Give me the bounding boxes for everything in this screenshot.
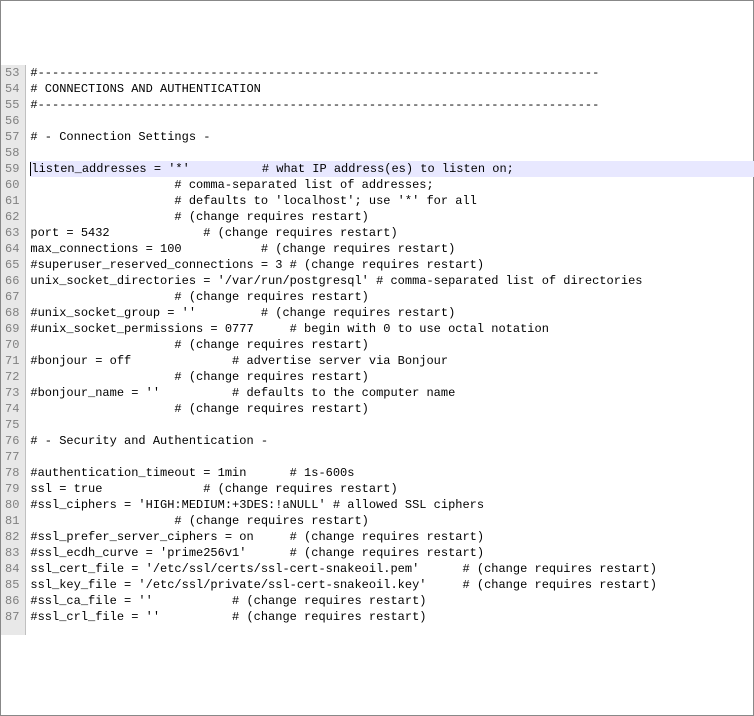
text-cursor (30, 162, 31, 176)
line-number: 74 (5, 401, 19, 417)
code-line[interactable]: #unix_socket_permissions = 0777 # begin … (30, 321, 754, 337)
code-line[interactable]: # (change requires restart) (30, 209, 754, 225)
code-line[interactable]: # (change requires restart) (30, 369, 754, 385)
code-line[interactable]: #authentication_timeout = 1min # 1s-600s (30, 465, 754, 481)
code-line[interactable]: ssl = true # (change requires restart) (30, 481, 754, 497)
line-number: 77 (5, 449, 19, 465)
code-line[interactable]: #unix_socket_group = '' # (change requir… (30, 305, 754, 321)
line-number: 60 (5, 177, 19, 193)
line-number: 73 (5, 385, 19, 401)
line-number: 64 (5, 241, 19, 257)
line-number: 75 (5, 417, 19, 433)
line-number: 55 (5, 97, 19, 113)
line-number: 81 (5, 513, 19, 529)
line-number-gutter: 5354555657585960616263646566676869707172… (1, 65, 26, 635)
line-number: 69 (5, 321, 19, 337)
code-line[interactable]: #superuser_reserved_connections = 3 # (c… (30, 257, 754, 273)
line-number: 72 (5, 369, 19, 385)
line-number: 56 (5, 113, 19, 129)
code-line[interactable]: # - Security and Authentication - (30, 433, 754, 449)
code-line[interactable]: #ssl_crl_file = '' # (change requires re… (30, 609, 754, 625)
line-number: 85 (5, 577, 19, 593)
code-line[interactable]: unix_socket_directories = '/var/run/post… (30, 273, 754, 289)
code-line[interactable]: ssl_key_file = '/etc/ssl/private/ssl-cer… (30, 577, 754, 593)
code-line[interactable]: # (change requires restart) (30, 401, 754, 417)
code-area[interactable]: #---------------------------------------… (26, 65, 754, 635)
code-line[interactable]: #ssl_ca_file = '' # (change requires res… (30, 593, 754, 609)
line-number: 87 (5, 609, 19, 625)
code-line[interactable]: port = 5432 # (change requires restart) (30, 225, 754, 241)
line-number: 67 (5, 289, 19, 305)
line-number: 78 (5, 465, 19, 481)
code-line[interactable] (30, 145, 754, 161)
code-line[interactable]: # - Connection Settings - (30, 129, 754, 145)
line-number: 80 (5, 497, 19, 513)
line-number: 70 (5, 337, 19, 353)
code-line[interactable]: #ssl_ciphers = 'HIGH:MEDIUM:+3DES:!aNULL… (30, 497, 754, 513)
code-line[interactable]: #---------------------------------------… (30, 65, 754, 81)
code-line[interactable]: #ssl_prefer_server_ciphers = on # (chang… (30, 529, 754, 545)
code-line[interactable]: # defaults to 'localhost'; use '*' for a… (30, 193, 754, 209)
line-number: 82 (5, 529, 19, 545)
code-line[interactable] (30, 113, 754, 129)
code-line[interactable]: listen_addresses = '*' # what IP address… (30, 161, 754, 177)
line-number: 65 (5, 257, 19, 273)
line-number: 59 (5, 161, 19, 177)
code-editor[interactable]: 5354555657585960616263646566676869707172… (1, 65, 754, 635)
line-number: 63 (5, 225, 19, 241)
code-line[interactable] (30, 449, 754, 465)
code-line[interactable]: #---------------------------------------… (30, 97, 754, 113)
code-line[interactable]: #bonjour = off # advertise server via Bo… (30, 353, 754, 369)
line-number: 71 (5, 353, 19, 369)
line-number: 54 (5, 81, 19, 97)
line-number: 79 (5, 481, 19, 497)
code-line[interactable]: # comma-separated list of addresses; (30, 177, 754, 193)
line-number: 86 (5, 593, 19, 609)
code-line[interactable]: # (change requires restart) (30, 337, 754, 353)
code-line[interactable] (30, 417, 754, 433)
code-line[interactable]: ssl_cert_file = '/etc/ssl/certs/ssl-cert… (30, 561, 754, 577)
code-line[interactable]: # (change requires restart) (30, 289, 754, 305)
code-line[interactable]: max_connections = 100 # (change requires… (30, 241, 754, 257)
code-line[interactable]: #bonjour_name = '' # defaults to the com… (30, 385, 754, 401)
line-number: 53 (5, 65, 19, 81)
code-line[interactable]: # CONNECTIONS AND AUTHENTICATION (30, 81, 754, 97)
line-number: 66 (5, 273, 19, 289)
line-number: 83 (5, 545, 19, 561)
line-number: 68 (5, 305, 19, 321)
line-number: 57 (5, 129, 19, 145)
line-number: 84 (5, 561, 19, 577)
line-number: 76 (5, 433, 19, 449)
line-number: 62 (5, 209, 19, 225)
line-number: 61 (5, 193, 19, 209)
code-line[interactable]: # (change requires restart) (30, 513, 754, 529)
code-line[interactable]: #ssl_ecdh_curve = 'prime256v1' # (change… (30, 545, 754, 561)
line-number: 58 (5, 145, 19, 161)
